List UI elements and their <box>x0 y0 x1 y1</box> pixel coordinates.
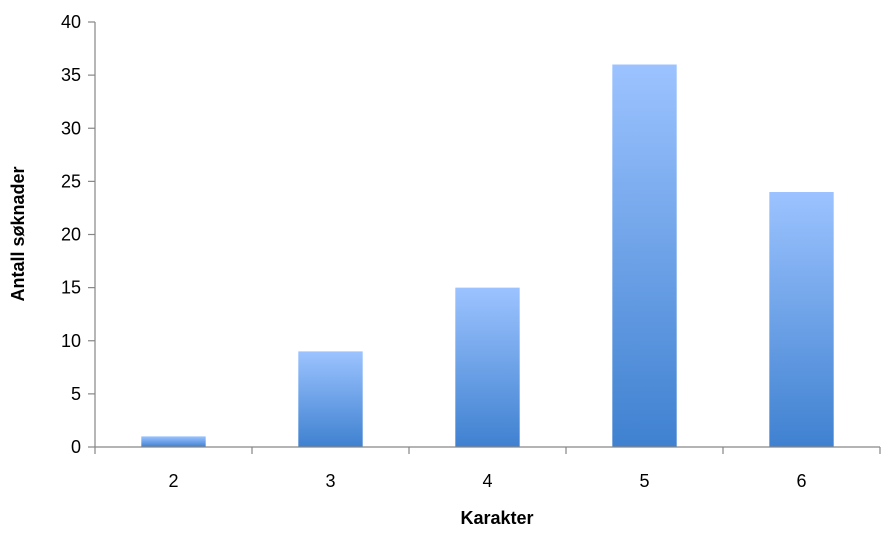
x-tick-label: 3 <box>325 471 335 491</box>
bars <box>141 64 834 448</box>
bar-6 <box>769 192 834 447</box>
y-tick-label: 30 <box>61 118 81 138</box>
y-tick-label: 20 <box>61 225 81 245</box>
y-tick-label: 5 <box>71 384 81 404</box>
x-tick-label: 2 <box>168 471 178 491</box>
x-axis-title: Karakter <box>460 508 533 528</box>
bar-5 <box>612 64 677 447</box>
bar-2 <box>141 436 206 448</box>
x-tick-label: 4 <box>482 471 492 491</box>
axes <box>88 21 881 454</box>
y-tick-label: 15 <box>61 278 81 298</box>
tick-labels: 0 5 10 15 20 25 30 35 40 2 3 4 5 6 <box>61 12 807 491</box>
y-tick-label: 10 <box>61 331 81 351</box>
y-tick-label: 35 <box>61 65 81 85</box>
y-tick-label: 25 <box>61 171 81 191</box>
y-axis-title: Antall søknader <box>8 166 28 301</box>
y-tick-label: 40 <box>61 12 81 32</box>
x-tick-label: 5 <box>639 471 649 491</box>
x-tick-label: 6 <box>796 471 806 491</box>
y-tick-label: 0 <box>71 437 81 457</box>
bar-4 <box>455 287 520 448</box>
bar-3 <box>298 351 363 448</box>
